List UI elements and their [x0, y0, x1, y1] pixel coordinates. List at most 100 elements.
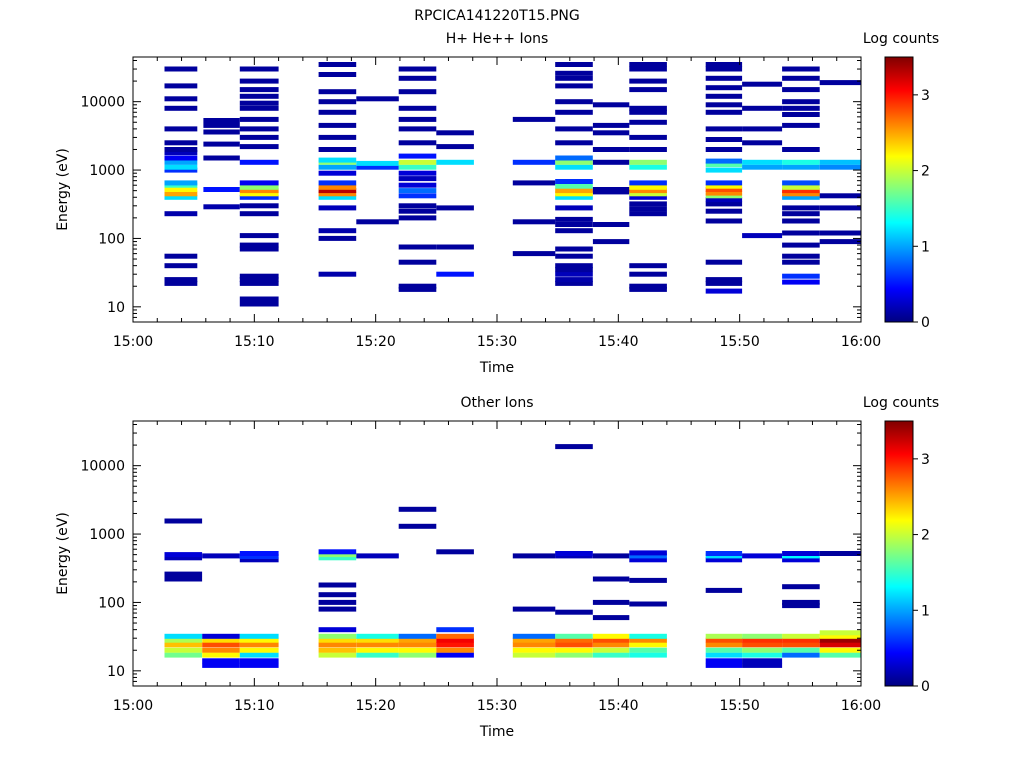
heatmap-cell: [512, 633, 556, 639]
heatmap-cell: [555, 188, 593, 194]
heatmap-cell: [164, 637, 203, 643]
heatmap-cell: [398, 116, 437, 122]
heatmap-cell: [819, 80, 861, 86]
heatmap-cell: [318, 228, 357, 234]
heatmap-cell: [555, 647, 593, 653]
heatmap-cell: [436, 144, 474, 150]
x-tick-label: 15:40: [598, 334, 638, 350]
heatmap-cell: [239, 551, 279, 556]
heatmap-cell: [742, 633, 783, 639]
heatmap-cell: [555, 75, 593, 81]
heatmap-cell: [705, 137, 743, 142]
heatmap-cell: [164, 642, 203, 648]
heatmap-cell: [705, 197, 743, 203]
heatmap-cell: [782, 194, 820, 200]
heatmap-cell: [318, 549, 357, 555]
heatmap-cell: [318, 652, 357, 658]
heatmap-cell: [705, 62, 743, 67]
heatmap-cell: [629, 66, 667, 72]
heatmap-cell: [398, 259, 437, 265]
heatmap-cell: [239, 633, 279, 639]
heatmap-cell: [239, 211, 279, 217]
heatmap-cell: [356, 160, 399, 166]
heatmap-cell: [705, 658, 743, 664]
heatmap-cell: [436, 642, 474, 648]
y-tick-label: 10000: [80, 95, 125, 111]
heatmap-cell: [782, 259, 820, 265]
heatmap-cell: [318, 122, 357, 128]
heatmap-cell: [398, 637, 437, 643]
heatmap-cell: [318, 235, 357, 241]
heatmap-cell: [592, 637, 630, 643]
colorbar-tick-label: 3: [921, 88, 930, 104]
x-axis-label: Time: [479, 724, 514, 740]
heatmap-cell: [705, 218, 743, 224]
heatmap-cell: [239, 87, 279, 93]
heatmap-cell: [398, 176, 437, 182]
heatmap-cell: [164, 167, 198, 173]
heatmap-cell: [203, 187, 240, 192]
heatmap-cell: [164, 253, 198, 259]
heatmap-cell: [239, 203, 279, 209]
heatmap-cell: [512, 642, 556, 648]
heatmap-cell: [512, 647, 556, 653]
heatmap-cell: [819, 159, 861, 165]
heatmap-cell: [819, 193, 861, 199]
heatmap-cell: [436, 205, 474, 211]
heatmap-cell: [202, 652, 240, 658]
heatmap-cell: [239, 662, 279, 668]
heatmap-cell: [629, 637, 667, 643]
heatmap-cell: [398, 244, 437, 250]
heatmap-cell: [592, 576, 630, 582]
heatmap-cell: [318, 191, 357, 197]
heatmap-cell: [398, 188, 437, 194]
heatmap-cell: [629, 206, 667, 212]
heatmap-cell: [555, 191, 593, 197]
heatmap-cell: [705, 193, 743, 199]
heatmap-cell: [629, 87, 667, 93]
heatmap-cell: [592, 147, 630, 152]
heatmap-cell: [202, 647, 240, 653]
heatmap-cell: [356, 219, 399, 225]
heatmap-cell: [555, 164, 593, 170]
heatmap-cell: [629, 78, 667, 84]
heatmap-cell: [629, 211, 667, 217]
heatmap-cell: [742, 159, 783, 165]
heatmap-cell: [782, 164, 820, 170]
x-tick-label: 15:40: [598, 698, 638, 714]
colorbar-label: Log counts: [863, 31, 939, 47]
heatmap-cell: [203, 141, 240, 147]
heatmap-cell: [239, 273, 279, 279]
colorbar-tick-label: 2: [921, 528, 930, 544]
heatmap-cell: [398, 153, 437, 159]
figure-title: RPCICA141220T15.PNG: [414, 8, 579, 24]
heatmap-cells: [164, 62, 861, 307]
heatmap-cell: [398, 164, 437, 170]
heatmap-cell: [782, 599, 820, 605]
x-tick-label: 15:50: [719, 334, 759, 350]
heatmap-cell: [782, 603, 820, 609]
colorbar-tick-label: 0: [921, 315, 930, 331]
heatmap-cell: [512, 159, 556, 165]
heatmap-cell: [398, 642, 437, 648]
heatmap-cell: [202, 658, 240, 664]
heatmap-cell: [629, 263, 667, 269]
heatmap-cell: [398, 647, 437, 653]
x-tick-label: 15:00: [113, 334, 153, 350]
heatmap-cell: [555, 267, 593, 273]
heatmap-cell: [555, 551, 593, 556]
y-axis-label: Energy (eV): [55, 512, 71, 595]
heatmap-cells: [164, 444, 861, 668]
heatmap-cell: [629, 105, 667, 111]
heatmap-cell: [629, 652, 667, 658]
heatmap-cell: [555, 216, 593, 222]
heatmap-cell: [436, 271, 474, 277]
heatmap-cell: [742, 637, 783, 643]
heatmap-cell: [164, 280, 198, 286]
x-tick-label: 16:00: [841, 698, 881, 714]
heatmap-cell: [705, 587, 743, 593]
x-tick-label: 15:50: [719, 698, 759, 714]
heatmap-cell: [398, 193, 437, 199]
heatmap-cell: [164, 164, 198, 170]
